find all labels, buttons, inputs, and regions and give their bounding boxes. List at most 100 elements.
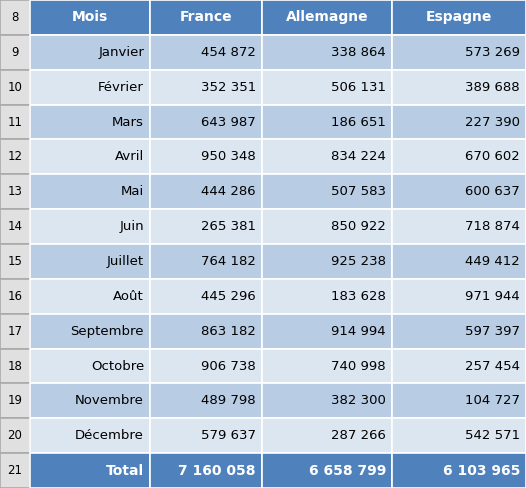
Text: 950 348: 950 348 — [201, 150, 256, 163]
Text: 925 238: 925 238 — [331, 255, 386, 268]
Text: 643 987: 643 987 — [201, 116, 256, 128]
Text: 186 651: 186 651 — [331, 116, 386, 128]
Bar — [30, 279, 150, 314]
Bar — [150, 140, 262, 174]
Bar — [0, 418, 30, 453]
Bar — [30, 209, 150, 244]
Text: Octobre: Octobre — [91, 360, 144, 372]
Text: 389 688: 389 688 — [466, 81, 520, 94]
Text: Décembre: Décembre — [75, 429, 144, 442]
Bar — [0, 244, 30, 279]
Bar — [262, 35, 392, 70]
Bar — [0, 174, 30, 209]
Bar — [262, 70, 392, 104]
Text: 10: 10 — [7, 81, 23, 94]
Bar — [262, 140, 392, 174]
Text: 257 454: 257 454 — [465, 360, 520, 372]
Text: 764 182: 764 182 — [201, 255, 256, 268]
Text: 287 266: 287 266 — [331, 429, 386, 442]
Bar — [262, 0, 392, 35]
Text: 227 390: 227 390 — [465, 116, 520, 128]
Text: France: France — [180, 10, 232, 24]
Bar — [150, 104, 262, 140]
Text: Janvier: Janvier — [98, 46, 144, 59]
Text: Allemagne: Allemagne — [286, 10, 368, 24]
Bar — [262, 348, 392, 384]
Text: 506 131: 506 131 — [331, 81, 386, 94]
Bar — [30, 244, 150, 279]
Bar — [0, 104, 30, 140]
Text: Août: Août — [113, 290, 144, 303]
Text: 8: 8 — [12, 11, 19, 24]
Text: Novembre: Novembre — [75, 394, 144, 407]
Text: 7 160 058: 7 160 058 — [178, 464, 256, 478]
Bar — [150, 209, 262, 244]
Text: 11: 11 — [7, 116, 23, 128]
Bar — [30, 384, 150, 418]
Bar — [392, 209, 526, 244]
Text: Mars: Mars — [112, 116, 144, 128]
Bar — [392, 348, 526, 384]
Text: Mois: Mois — [72, 10, 108, 24]
Bar — [30, 174, 150, 209]
Text: 718 874: 718 874 — [465, 220, 520, 233]
Text: 6 103 965: 6 103 965 — [442, 464, 520, 478]
Text: Espagne: Espagne — [426, 10, 492, 24]
Text: 454 872: 454 872 — [201, 46, 256, 59]
Text: 445 296: 445 296 — [201, 290, 256, 303]
Bar — [392, 35, 526, 70]
Bar — [30, 348, 150, 384]
Bar — [150, 384, 262, 418]
Bar — [30, 418, 150, 453]
Text: 971 944: 971 944 — [466, 290, 520, 303]
Bar — [30, 453, 150, 488]
Text: 20: 20 — [7, 429, 23, 442]
Bar — [392, 174, 526, 209]
Bar — [0, 453, 30, 488]
Bar — [30, 140, 150, 174]
Bar — [262, 384, 392, 418]
Text: 444 286: 444 286 — [201, 185, 256, 198]
Bar — [150, 35, 262, 70]
Text: 6 658 799: 6 658 799 — [309, 464, 386, 478]
Text: 573 269: 573 269 — [465, 46, 520, 59]
Text: 14: 14 — [7, 220, 23, 233]
Bar — [0, 348, 30, 384]
Bar — [150, 174, 262, 209]
Bar — [262, 453, 392, 488]
Bar — [30, 70, 150, 104]
Bar — [262, 209, 392, 244]
Text: 906 738: 906 738 — [201, 360, 256, 372]
Bar — [392, 140, 526, 174]
Text: 16: 16 — [7, 290, 23, 303]
Bar — [262, 279, 392, 314]
Text: Septembre: Septembre — [70, 325, 144, 338]
Text: 542 571: 542 571 — [465, 429, 520, 442]
Bar — [0, 384, 30, 418]
Text: Total: Total — [106, 464, 144, 478]
Bar — [150, 314, 262, 348]
Bar — [392, 418, 526, 453]
Bar — [262, 104, 392, 140]
Text: 382 300: 382 300 — [331, 394, 386, 407]
Text: 597 397: 597 397 — [465, 325, 520, 338]
Text: 863 182: 863 182 — [201, 325, 256, 338]
Bar — [0, 314, 30, 348]
Bar — [392, 453, 526, 488]
Text: 9: 9 — [11, 46, 19, 59]
Bar — [392, 279, 526, 314]
Bar — [150, 348, 262, 384]
Bar — [392, 244, 526, 279]
Bar — [392, 0, 526, 35]
Bar — [392, 70, 526, 104]
Bar — [150, 244, 262, 279]
Bar — [30, 0, 150, 35]
Text: 850 922: 850 922 — [331, 220, 386, 233]
Bar — [0, 0, 30, 35]
Text: 104 727: 104 727 — [465, 394, 520, 407]
Bar — [0, 209, 30, 244]
Text: 449 412: 449 412 — [466, 255, 520, 268]
Text: Juin: Juin — [119, 220, 144, 233]
Bar — [0, 70, 30, 104]
Bar — [30, 314, 150, 348]
